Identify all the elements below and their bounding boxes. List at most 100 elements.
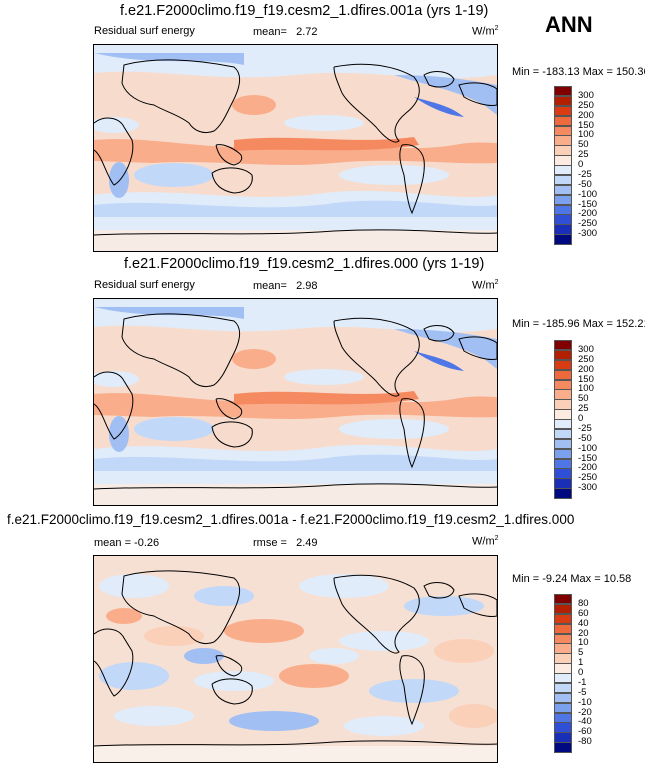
colorbar-tick-label: 300 <box>578 89 594 101</box>
colorbar-tick-label: 300 <box>578 343 594 355</box>
colorbar-tick-label: -300 <box>578 228 598 240</box>
colorbar-swatch <box>554 234 572 245</box>
field-layer <box>94 556 497 762</box>
colorbar-swatch <box>554 340 572 351</box>
panel-1-units-text: W/m <box>472 25 495 38</box>
coastline <box>94 229 497 236</box>
coastline <box>399 144 425 215</box>
coastline <box>94 740 497 747</box>
field-patch <box>229 711 319 731</box>
colorbar-swatch <box>554 613 572 625</box>
field-layer <box>94 299 497 505</box>
field-patch <box>279 664 349 688</box>
colorbar-swatch <box>554 673 572 684</box>
colorbar-tick-label: 50 <box>578 139 589 151</box>
colorbar-tick-label: -150 <box>578 452 598 464</box>
coastline <box>215 144 243 166</box>
field-patch <box>369 679 459 703</box>
colorbar-swatch <box>554 224 572 235</box>
panel-2-stat: mean= 2.98 <box>253 280 318 292</box>
field-band <box>94 393 497 419</box>
colorbar-swatch <box>554 663 572 674</box>
field-patch <box>339 165 449 185</box>
colorbar-swatch <box>554 722 572 733</box>
colorbar-tick-label: -200 <box>578 208 598 220</box>
panel-2-title: f.e21.F2000climo.f19_f19.cesm2_1.dfires.… <box>124 256 485 272</box>
colorbar-swatch <box>554 145 572 156</box>
colorbar-tick-label: -100 <box>578 442 598 454</box>
colorbar-swatch <box>554 419 572 430</box>
field-band <box>94 454 497 471</box>
panel-3-map <box>93 555 498 763</box>
colorbar-tick-label: -300 <box>578 482 598 494</box>
field-band <box>94 53 244 65</box>
field-band <box>414 351 464 371</box>
coastline <box>94 117 134 186</box>
colorbar-swatch <box>554 105 572 117</box>
field-patch <box>449 704 497 728</box>
colorbar-swatch <box>554 458 572 469</box>
field-patch <box>94 117 139 133</box>
colorbar-tick-label: 250 <box>578 99 594 111</box>
field-patch <box>99 574 169 598</box>
panel-1-units-sup: 2 <box>494 25 499 32</box>
coastline <box>211 167 253 194</box>
field-band <box>94 307 244 319</box>
field-patch <box>434 639 494 663</box>
field-band <box>394 75 497 115</box>
field-patch <box>232 95 276 115</box>
colorbar-tick-label: 100 <box>578 383 594 395</box>
colorbar-swatch <box>554 409 572 420</box>
coastline <box>333 63 420 143</box>
colorbar-tick-label: -100 <box>578 188 598 200</box>
season-label: ANN <box>545 12 593 37</box>
coastline <box>121 570 241 645</box>
colorbar-tick-label: -10 <box>578 696 592 708</box>
field-patch <box>134 163 214 187</box>
colorbar-swatch <box>554 389 572 400</box>
field-band <box>94 230 497 251</box>
colorbar-tick-label: -150 <box>578 198 598 210</box>
colorbar-tick-label: -250 <box>578 472 598 484</box>
panel-2-units-text: W/m <box>472 279 495 292</box>
coastline <box>121 313 241 388</box>
field-patch <box>94 371 139 387</box>
coastline <box>211 421 253 448</box>
coastline <box>399 398 425 469</box>
colorbar-tick-label: 1 <box>578 657 584 669</box>
colorbar-tick-label: 40 <box>578 617 589 629</box>
panel-1-stat-value: 2.72 <box>296 26 318 38</box>
colorbar-swatch <box>554 379 572 390</box>
field-patch <box>114 706 194 726</box>
colorbar-swatch <box>554 359 572 371</box>
panel-3-minmax: Min = -9.24 Max = 10.58 <box>512 573 632 585</box>
field-patch <box>184 648 224 664</box>
field-layer <box>94 45 497 251</box>
colorbar-swatch <box>554 732 572 743</box>
colorbar-tick-label: -5 <box>578 686 587 698</box>
field-band <box>94 484 497 505</box>
colorbar-swatch <box>554 468 572 479</box>
field-patch <box>144 626 204 646</box>
colorbar-swatch <box>554 125 572 136</box>
colorbar-tick-label: -200 <box>578 462 598 474</box>
colorbar-tick-label: 10 <box>578 637 589 649</box>
field-patch <box>194 671 274 691</box>
colorbar-tick-label: -60 <box>578 726 592 738</box>
panel-3-units-sup: 2 <box>494 535 499 542</box>
coastline <box>458 336 497 360</box>
colorbar-swatch <box>554 399 572 410</box>
panel-2-stat-value: 2.98 <box>296 280 318 292</box>
field-band <box>234 137 419 151</box>
panel-2-map <box>93 298 498 506</box>
coastline <box>215 398 243 420</box>
coastline <box>333 574 420 654</box>
panel-1-units: W/m2 <box>472 25 499 38</box>
panel-1-stat: mean= 2.72 <box>253 26 318 38</box>
colorbar-tick-label: -50 <box>578 432 592 444</box>
panel-3-mean-label: mean = -0.26 <box>94 537 160 549</box>
colorbar-tick-label: 100 <box>578 129 594 141</box>
colorbar-tick-label: 0 <box>578 413 584 424</box>
colorbar-swatch <box>554 488 572 499</box>
colorbar-swatch <box>554 742 572 753</box>
